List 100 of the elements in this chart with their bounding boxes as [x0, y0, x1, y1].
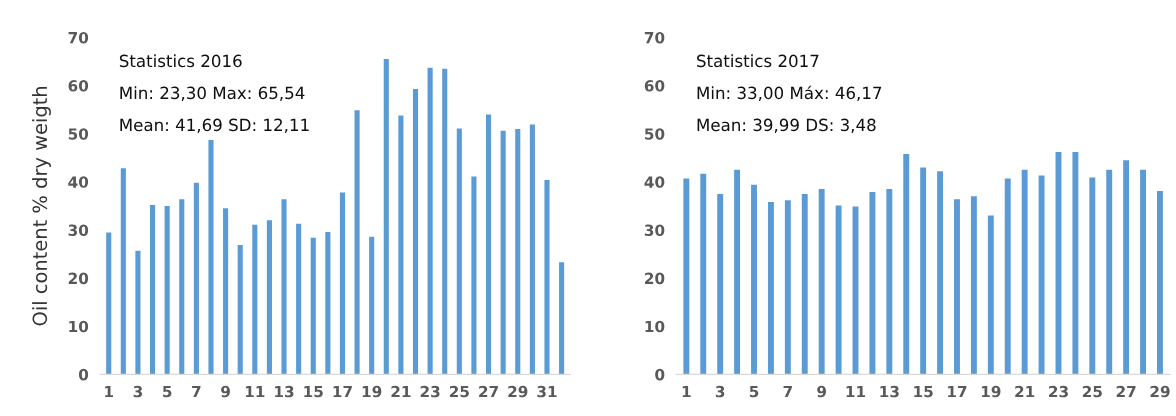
bar [734, 169, 741, 375]
bar [717, 193, 724, 375]
bar [1038, 175, 1045, 375]
x-tick-label: 25 [1082, 385, 1102, 398]
bar [149, 204, 156, 375]
bar [237, 244, 243, 375]
x-tick-label: 7 [192, 385, 201, 398]
bar [179, 199, 185, 375]
y-tick-label: 60 [644, 80, 665, 92]
bar [354, 110, 360, 375]
bar [442, 68, 448, 375]
annotation: Min: 23,30 Max: 65,54 [120, 86, 305, 101]
x-tick-label: 23 [1049, 385, 1068, 398]
y-tick-label: 10 [645, 320, 665, 333]
bar [135, 250, 141, 375]
x-tick-label: 7 [783, 385, 792, 398]
bar [835, 205, 842, 375]
bar [987, 215, 994, 375]
bar [369, 236, 375, 375]
x-tick-label: 9 [221, 385, 230, 398]
bar [281, 199, 287, 375]
bar [683, 178, 690, 375]
annotation: Mean: 39,99 DS: 3,48 [697, 118, 876, 133]
y-tick-label: 20 [68, 272, 89, 285]
bar [767, 202, 774, 375]
x-tick-label: 1 [682, 385, 691, 398]
x-tick-label: 27 [479, 385, 498, 398]
bar [398, 115, 404, 375]
x-tick-label: 5 [163, 385, 172, 398]
y-tick-label: 30 [644, 224, 665, 237]
x-tick-label: 3 [133, 385, 143, 398]
bar [296, 223, 302, 375]
bar [223, 208, 229, 375]
x-tick-label: 25 [449, 385, 469, 398]
bar [427, 67, 433, 375]
bar [784, 200, 791, 375]
bar [339, 192, 346, 375]
bar [886, 189, 893, 375]
x-tick-label: 21 [391, 385, 411, 398]
bar [325, 231, 331, 375]
bar [529, 124, 535, 375]
x-tick-label: 11 [846, 385, 866, 398]
bar [383, 59, 389, 375]
x-tick-label: 29 [508, 385, 528, 398]
x-tick-label: 29 [1150, 385, 1170, 398]
x-tick-label: 3 [715, 385, 725, 398]
x-tick-label: 19 [362, 385, 382, 398]
x-tick-label: 9 [817, 385, 827, 398]
bar [700, 173, 707, 375]
bar [920, 167, 927, 375]
x-tick-label: 21 [1015, 385, 1035, 398]
bar [751, 184, 757, 375]
x-tick-label: 15 [914, 385, 933, 398]
y-tick-label: 70 [68, 31, 89, 44]
y-tick-label: 20 [645, 272, 665, 285]
y-tick-label: 10 [69, 320, 89, 333]
x-tick-label: 13 [275, 385, 294, 398]
bar [801, 193, 808, 375]
bar [252, 224, 258, 375]
bar [1157, 191, 1163, 375]
bar [266, 220, 272, 375]
y-axis-title: Oil content % dry weigth [32, 86, 51, 326]
bar [559, 262, 565, 375]
x-tick-label: 11 [245, 385, 265, 398]
y-tick-label: 40 [68, 176, 89, 188]
y-tick-label: 0 [78, 368, 89, 381]
annotation: Min: 33,00 Máx: 46,17 [697, 85, 882, 101]
x-tick-label: 19 [981, 385, 1001, 398]
bar [970, 196, 977, 375]
x-tick-label: 5 [749, 385, 759, 398]
bar [106, 232, 112, 375]
bar [164, 205, 170, 375]
bar [500, 130, 506, 375]
bar [1106, 169, 1113, 375]
annotation: Statistics 2017 [697, 54, 819, 68]
bar [310, 237, 316, 375]
y-tick-label: 70 [644, 31, 665, 44]
bar [1021, 169, 1028, 375]
y-tick-label: 30 [68, 224, 89, 237]
x-tick-label: 17 [333, 385, 352, 398]
bar [544, 179, 550, 375]
bar [937, 171, 944, 375]
bar [1140, 169, 1147, 375]
y-tick-label: 40 [644, 176, 665, 188]
bar [1123, 160, 1130, 375]
x-tick-label: 17 [948, 385, 967, 398]
bar [456, 128, 462, 375]
y-tick-label: 50 [645, 128, 665, 140]
y-tick-label: 60 [68, 80, 89, 92]
x-tick-label: 13 [880, 385, 899, 398]
bar [1072, 152, 1079, 375]
x-tick-label: 1 [105, 385, 113, 398]
bar [485, 114, 492, 375]
bar [818, 189, 825, 375]
annotation: Mean: 41,69 SD: 12,11 [120, 118, 309, 133]
x-tick-label: 31 [537, 385, 557, 398]
bar [120, 168, 126, 375]
y-tick-label: 0 [655, 368, 665, 381]
bar [869, 191, 876, 375]
bar [412, 88, 419, 375]
